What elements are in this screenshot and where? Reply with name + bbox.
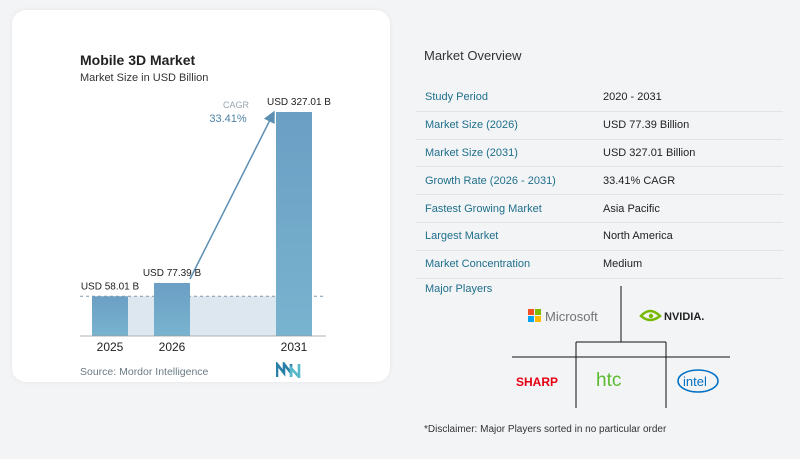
overview-value: 33.41% CAGR bbox=[603, 174, 676, 187]
bar-2025 bbox=[92, 296, 128, 336]
data-label-2031: USD 327.01 B bbox=[267, 97, 331, 108]
cagr-label: CAGR bbox=[223, 100, 250, 110]
x-tick-2031: 2031 bbox=[281, 340, 308, 354]
overview-label: Market Size (2026) bbox=[425, 119, 518, 132]
player-microsoft: Microsoft bbox=[545, 309, 598, 324]
overview-table: Study Period 2020 - 2031 Market Size (20… bbox=[416, 84, 783, 279]
mordor-logo-icon bbox=[276, 362, 301, 378]
overview-value: Asia Pacific bbox=[603, 202, 660, 215]
overview-row-growth-rate: Growth Rate (2026 - 2031) 33.41% CAGR bbox=[416, 167, 783, 196]
overview-label: Study Period bbox=[425, 91, 488, 104]
bar-2031 bbox=[276, 112, 312, 336]
overview-label: Market Concentration bbox=[425, 258, 531, 271]
data-label-2026: USD 77.39 B bbox=[143, 268, 202, 279]
player-sharp: SHARP bbox=[516, 375, 558, 389]
data-label-2025: USD 58.01 B bbox=[81, 281, 140, 292]
x-tick-2025: 2025 bbox=[97, 340, 124, 354]
overview-value: 2020 - 2031 bbox=[603, 91, 662, 104]
intel-logo-icon bbox=[677, 369, 719, 393]
disclaimer: *Disclaimer: Major Players sorted in no … bbox=[424, 424, 667, 435]
growth-band bbox=[128, 296, 276, 336]
overview-row-fastest-growing: Fastest Growing Market Asia Pacific bbox=[416, 195, 783, 223]
overview-label: Market Size (2031) bbox=[425, 146, 518, 159]
source-note: Source: Mordor Intelligence bbox=[80, 366, 209, 378]
nvidia-logo-icon bbox=[639, 309, 662, 322]
overview-label: Growth Rate (2026 - 2031) bbox=[425, 174, 556, 187]
major-players-title: Major Players bbox=[425, 283, 493, 295]
overview-row-market-size-2031: Market Size (2031) USD 327.01 Billion bbox=[416, 140, 783, 168]
chart-title: Mobile 3D Market bbox=[80, 52, 196, 68]
overview-row-study-period: Study Period 2020 - 2031 bbox=[416, 84, 783, 112]
market-size-chart: USD 58.01 B 2025 USD 77.39 B 2026 USD 327.01… bbox=[80, 97, 331, 354]
overview-row-largest-market: Largest Market North America bbox=[416, 223, 783, 251]
player-nvidia: NVIDIA. bbox=[664, 311, 704, 323]
overview-title: Market Overview bbox=[424, 48, 522, 63]
chart-subtitle: Market Size in USD Billion bbox=[80, 72, 209, 84]
overview-label: Largest Market bbox=[425, 230, 499, 243]
cagr-arrow bbox=[189, 110, 275, 280]
overview-value: USD 327.01 Billion bbox=[603, 146, 696, 159]
overview-value: North America bbox=[603, 230, 673, 243]
overview-label: Fastest Growing Market bbox=[425, 202, 542, 215]
bar-2026 bbox=[154, 282, 190, 336]
player-htc: htc bbox=[596, 370, 621, 391]
overview-row-concentration: Market Concentration Medium bbox=[416, 251, 783, 279]
microsoft-logo-icon bbox=[528, 309, 541, 322]
player-intel: intel bbox=[683, 374, 707, 389]
overview-row-market-size-2026: Market Size (2026) USD 77.39 Billion bbox=[416, 112, 783, 140]
overview-value: USD 77.39 Billion bbox=[603, 119, 690, 132]
x-tick-2026: 2026 bbox=[159, 340, 186, 354]
cagr-value: 33.41% bbox=[209, 113, 247, 125]
overview-value: Medium bbox=[603, 258, 643, 271]
